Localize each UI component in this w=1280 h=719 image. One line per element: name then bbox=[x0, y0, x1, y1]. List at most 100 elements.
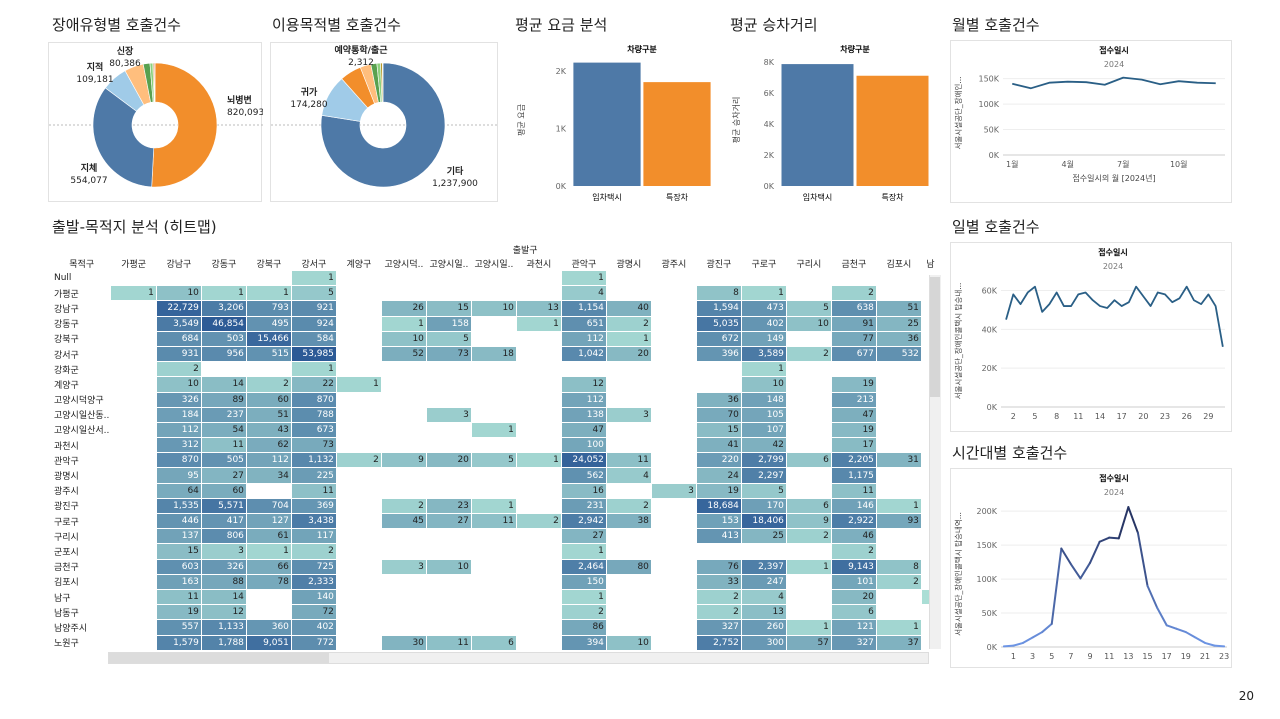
heatmap-cell[interactable]: 2 bbox=[336, 452, 382, 469]
heatmap-cell[interactable]: 15 bbox=[156, 543, 202, 560]
heatmap-cell[interactable]: 72 bbox=[291, 604, 337, 621]
heatmap-cell[interactable] bbox=[786, 467, 832, 484]
heatmap-cell[interactable] bbox=[246, 483, 292, 499]
heatmap-cell[interactable] bbox=[426, 392, 472, 408]
heatmap-cell[interactable]: 10 bbox=[606, 635, 652, 651]
line-series-segment[interactable] bbox=[1079, 561, 1092, 580]
heatmap-cell[interactable]: 57 bbox=[786, 635, 832, 651]
heatmap-cell[interactable]: 532 bbox=[876, 346, 922, 363]
heatmap-cell[interactable]: 10 bbox=[471, 300, 517, 317]
heatmap-cell[interactable]: 184 bbox=[156, 407, 202, 423]
heatmap-cell[interactable] bbox=[381, 483, 427, 499]
heatmap-cell[interactable] bbox=[696, 543, 742, 560]
heatmap-cell[interactable]: 327 bbox=[696, 619, 742, 636]
heatmap-cell[interactable]: 27 bbox=[201, 467, 247, 484]
heatmap-cell[interactable]: 149 bbox=[741, 331, 787, 347]
heatmap-cell[interactable] bbox=[246, 361, 292, 378]
heatmap-cell[interactable]: 2 bbox=[561, 604, 607, 621]
heatmap-cell[interactable] bbox=[426, 270, 472, 287]
heatmap-cell[interactable] bbox=[651, 407, 697, 423]
heatmap-cell[interactable] bbox=[786, 392, 832, 408]
heatmap-cell[interactable]: 5 bbox=[786, 300, 832, 317]
heatmap-cell[interactable]: 1 bbox=[246, 285, 292, 302]
heatmap-cell[interactable]: 495 bbox=[246, 316, 292, 332]
heatmap-cell[interactable]: 5 bbox=[471, 452, 517, 469]
line-series-segment[interactable] bbox=[1165, 624, 1178, 630]
heatmap-cell[interactable]: 2,297 bbox=[741, 467, 787, 484]
heatmap-cell[interactable] bbox=[111, 619, 157, 636]
heatmap-cell[interactable] bbox=[336, 619, 382, 636]
distance-bar-panel[interactable]: 차량구분 0K 2K 4K 6K 8K 평균 승차거리 임차택시 특장차 bbox=[725, 40, 940, 208]
heatmap-cell[interactable]: 43 bbox=[246, 422, 292, 439]
heatmap-cell[interactable]: 673 bbox=[291, 422, 337, 439]
heatmap-cell[interactable] bbox=[516, 437, 562, 454]
heatmap-cell[interactable] bbox=[651, 270, 697, 287]
heatmap-cell[interactable]: 1 bbox=[291, 270, 337, 287]
heatmap-cell[interactable]: 16 bbox=[561, 483, 607, 499]
heatmap-cell[interactable]: 1 bbox=[876, 619, 922, 636]
heatmap-cell[interactable]: 503 bbox=[201, 331, 247, 347]
heatmap-cell[interactable]: 3 bbox=[201, 543, 247, 560]
heatmap-cell[interactable] bbox=[426, 604, 472, 621]
heatmap-cell[interactable] bbox=[426, 589, 472, 606]
heatmap-cell[interactable]: 13 bbox=[516, 300, 562, 317]
heatmap-cell[interactable] bbox=[606, 589, 652, 606]
heatmap-cell[interactable]: 148 bbox=[741, 392, 787, 408]
heatmap-cell[interactable] bbox=[516, 528, 562, 545]
heatmap-cell[interactable] bbox=[651, 452, 697, 469]
heatmap-cell[interactable] bbox=[336, 270, 382, 287]
heatmap-cell[interactable]: 73 bbox=[291, 437, 337, 454]
heatmap-cell[interactable] bbox=[876, 483, 922, 499]
heatmap-cell[interactable] bbox=[426, 483, 472, 499]
heatmap-cell[interactable] bbox=[111, 300, 157, 317]
heatmap-cell[interactable]: 1 bbox=[741, 285, 787, 302]
heatmap-cell[interactable] bbox=[426, 467, 472, 484]
heatmap-cell[interactable]: 117 bbox=[291, 528, 337, 545]
heatmap-cell[interactable]: 300 bbox=[741, 635, 787, 651]
heatmap-cell[interactable]: 11 bbox=[831, 483, 877, 499]
heatmap-cell[interactable] bbox=[516, 361, 562, 378]
heatmap-cell[interactable] bbox=[471, 543, 517, 560]
heatmap-cell[interactable]: 52 bbox=[381, 346, 427, 363]
heatmap-cell[interactable]: 2 bbox=[876, 574, 922, 590]
heatmap-cell[interactable]: 684 bbox=[156, 331, 202, 347]
heatmap-cell[interactable] bbox=[336, 437, 382, 454]
daily-line-chart[interactable]: 접수일시 2024 0K 20K 40K 60K 2 5 8 11 14 17 20 23 26 29 서울시설… bbox=[951, 243, 1233, 433]
heatmap-cell[interactable] bbox=[696, 376, 742, 393]
heatmap-cell[interactable]: 105 bbox=[741, 407, 787, 423]
row-label[interactable]: 김포시 bbox=[54, 578, 79, 589]
heatmap-cell[interactable]: 1,132 bbox=[291, 452, 337, 469]
heatmap-cell[interactable] bbox=[381, 528, 427, 545]
heatmap-vertical-scroll-thumb[interactable] bbox=[930, 277, 940, 397]
heatmap-cell[interactable] bbox=[426, 528, 472, 545]
heatmap-cell[interactable]: 931 bbox=[156, 346, 202, 363]
heatmap-cell[interactable] bbox=[336, 528, 382, 545]
heatmap-cell[interactable] bbox=[876, 392, 922, 408]
heatmap-cell[interactable]: 76 bbox=[696, 559, 742, 575]
heatmap-cell[interactable] bbox=[156, 270, 202, 287]
heatmap-cell[interactable] bbox=[111, 437, 157, 454]
heatmap-cell[interactable] bbox=[471, 407, 517, 423]
heatmap-cell[interactable] bbox=[516, 574, 562, 590]
column-header[interactable]: 관악구 bbox=[561, 256, 607, 271]
heatmap-cell[interactable] bbox=[471, 483, 517, 499]
heatmap-cell[interactable]: 2 bbox=[246, 376, 292, 393]
heatmap-cell[interactable]: 446 bbox=[156, 513, 202, 530]
heatmap-cell[interactable] bbox=[381, 437, 427, 454]
heatmap-cell[interactable]: 515 bbox=[246, 346, 292, 363]
heatmap-cell[interactable] bbox=[876, 437, 922, 454]
heatmap-horizontal-scroll-thumb[interactable] bbox=[109, 653, 329, 663]
heatmap-cell[interactable]: 921 bbox=[291, 300, 337, 317]
heatmap-cell[interactable] bbox=[876, 407, 922, 423]
heatmap-cell[interactable]: 73 bbox=[426, 346, 472, 363]
column-header[interactable]: 계양구 bbox=[336, 256, 382, 271]
heatmap-cell[interactable]: 158 bbox=[426, 316, 472, 332]
heatmap-cell[interactable]: 213 bbox=[831, 392, 877, 408]
heatmap-cell[interactable]: 38 bbox=[606, 513, 652, 530]
heatmap-cell[interactable] bbox=[111, 498, 157, 515]
heatmap-cell[interactable]: 19 bbox=[156, 604, 202, 621]
heatmap-cell[interactable]: 77 bbox=[831, 331, 877, 347]
heatmap-cell[interactable]: 27 bbox=[561, 528, 607, 545]
